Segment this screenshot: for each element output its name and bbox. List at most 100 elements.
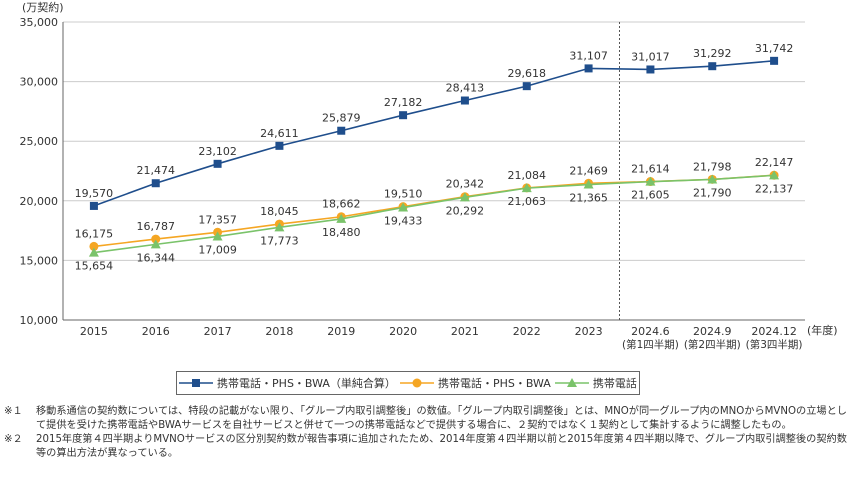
y-tick-label: 20,000 — [20, 195, 59, 208]
data-point — [212, 231, 223, 241]
data-point — [150, 239, 161, 249]
x-tick-label: (第2四半期) — [684, 338, 741, 351]
data-label: 18,662 — [322, 198, 361, 211]
data-label: 19,570 — [75, 187, 114, 200]
data-point — [521, 183, 532, 193]
data-point — [151, 234, 161, 244]
series-lines — [88, 56, 780, 257]
series-line — [93, 174, 775, 254]
footnote-mark: ※１ — [4, 406, 23, 417]
data-label: 21,605 — [631, 189, 670, 202]
data-label: 23,102 — [198, 145, 237, 158]
data-label: 31,292 — [693, 47, 732, 60]
x-axis-unit-label: (年度) — [807, 323, 838, 337]
data-point — [583, 179, 594, 189]
data-label: 22,147 — [755, 156, 794, 169]
legend-label: 携帯電話・PHS・BWA — [437, 377, 551, 390]
data-label: 31,742 — [755, 42, 794, 55]
data-point — [460, 96, 469, 105]
legend-label: 携帯電話・PHS・BWA（単純合算） — [217, 377, 396, 390]
data-label: 19,433 — [384, 215, 423, 228]
y-tick-label: 30,000 — [20, 76, 59, 89]
data-label: 18,045 — [260, 205, 299, 218]
data-label: 20,292 — [446, 204, 485, 217]
data-point — [88, 247, 99, 257]
x-tick-label: 2016 — [142, 325, 170, 338]
x-tick-label: 2021 — [451, 325, 479, 338]
data-point — [459, 192, 470, 202]
legend-item-mobile: 携帯電話 — [554, 375, 637, 391]
data-label: 28,413 — [446, 82, 485, 95]
data-point — [769, 170, 780, 180]
data-label: 16,787 — [137, 220, 176, 233]
data-label: 16,344 — [137, 251, 176, 264]
y-tick-label: 15,000 — [20, 254, 59, 267]
data-label: 20,342 — [446, 178, 485, 191]
data-point — [770, 56, 779, 65]
data-label: 21,790 — [693, 186, 732, 199]
data-point — [399, 111, 408, 120]
data-label: 17,009 — [198, 243, 237, 256]
data-label: 21,798 — [693, 160, 732, 173]
legend-swatch-triangle — [554, 378, 589, 387]
data-label: 29,618 — [508, 67, 547, 80]
series-line — [93, 174, 775, 248]
y-tick-label: 35,000 — [20, 16, 59, 29]
legend-item-total: 携帯電話・PHS・BWA（単純合算） — [179, 375, 396, 391]
legend-swatch-circle — [399, 378, 434, 388]
data-label: 17,773 — [260, 234, 299, 247]
data-label: 21,084 — [508, 169, 547, 182]
x-tick-label: 2019 — [327, 325, 355, 338]
footnote-mark: ※２ — [4, 434, 23, 445]
data-point — [89, 201, 98, 210]
x-tick-label: 2020 — [389, 325, 417, 338]
data-label: 19,510 — [384, 188, 423, 201]
data-point — [337, 126, 346, 135]
data-point — [275, 141, 284, 150]
data-label: 21,614 — [631, 163, 670, 176]
x-tick-label: 2023 — [575, 325, 603, 338]
series-line — [93, 60, 775, 207]
legend: 携帯電話・PHS・BWA（単純合算） 携帯電話・PHS・BWA 携帯電話 — [176, 371, 640, 395]
data-label: 25,879 — [322, 112, 361, 125]
x-tick-label: 2022 — [513, 325, 541, 338]
legend-label: 携帯電話 — [592, 377, 637, 390]
x-tick-label: 2017 — [204, 325, 232, 338]
footnote-1: ※１ 移動系通信の契約数については、特段の記載がない限り、「グループ内取引調整後… — [4, 405, 852, 433]
data-point — [213, 159, 222, 168]
legend-item-phs-bwa: 携帯電話・PHS・BWA — [399, 375, 551, 391]
data-label: 21,474 — [137, 164, 176, 177]
data-point — [646, 65, 655, 74]
data-point — [645, 176, 656, 186]
legend-swatch-square — [179, 379, 214, 387]
data-label: 17,357 — [198, 213, 237, 226]
x-tick-label: 2018 — [265, 325, 293, 338]
data-label: 31,017 — [631, 50, 670, 63]
data-label: 21,365 — [569, 192, 608, 205]
data-point — [336, 213, 347, 223]
data-point — [707, 174, 718, 184]
x-tick-label: (第1四半期) — [622, 338, 679, 351]
y-tick-label: 10,000 — [20, 314, 59, 327]
footnote-text: 移動系通信の契約数については、特段の記載がない限り、「グループ内取引調整後」の数… — [36, 406, 847, 431]
data-label: 18,480 — [322, 226, 361, 239]
footnote-text: 2015年度第４四半期よりMVNOサービスの区分別契約数が報告事項に追加されたた… — [36, 434, 847, 459]
data-label: 16,175 — [75, 227, 114, 240]
data-label: 24,611 — [260, 127, 299, 140]
x-tick-label: 2024.9 — [693, 325, 732, 338]
data-point — [274, 222, 285, 232]
data-point — [708, 62, 717, 71]
data-label: 22,137 — [755, 182, 794, 195]
footnotes: ※１ 移動系通信の契約数については、特段の記載がない限り、「グループ内取引調整後… — [4, 405, 852, 461]
data-label: 27,182 — [384, 96, 423, 109]
x-tick-label: 2024.12 — [751, 325, 797, 338]
data-point — [398, 202, 409, 212]
x-tick-label: (第3四半期) — [746, 338, 803, 351]
data-point — [151, 179, 160, 188]
y-axis-unit-label: (万契約) — [22, 0, 64, 14]
data-point — [89, 241, 99, 251]
data-label: 21,063 — [508, 195, 547, 208]
x-tick-label: 2024.6 — [631, 325, 670, 338]
